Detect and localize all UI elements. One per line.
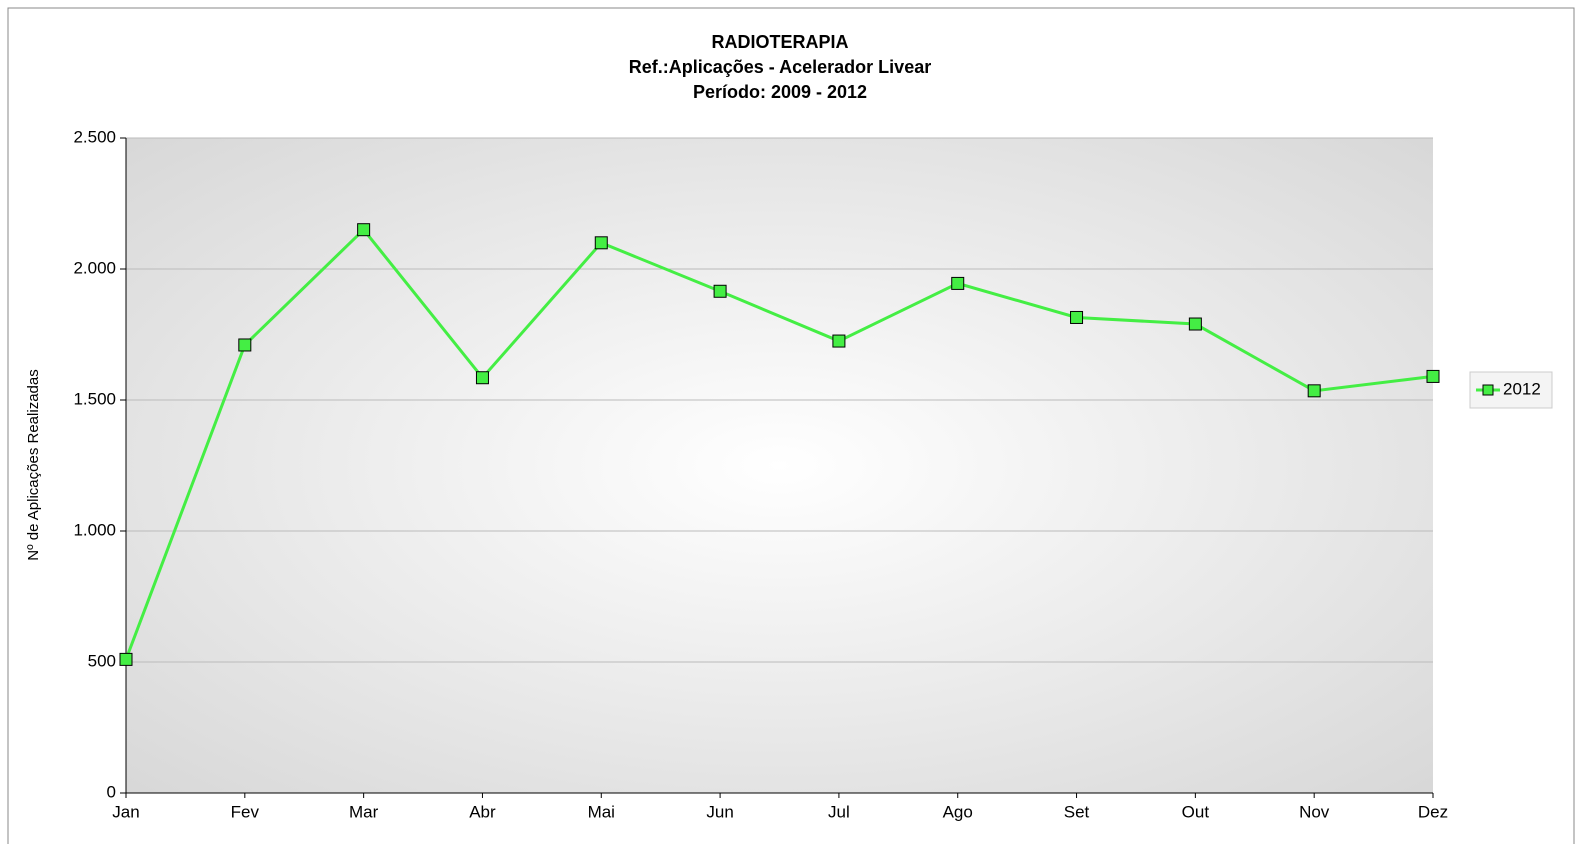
data-point bbox=[832, 334, 846, 348]
y-axis-label: Nº de Aplicações Realizadas bbox=[25, 369, 42, 560]
data-point bbox=[475, 371, 489, 385]
legend-marker bbox=[1482, 384, 1494, 396]
data-point bbox=[1070, 310, 1084, 324]
data-point bbox=[594, 236, 608, 250]
x-tick-label: Ago bbox=[943, 802, 973, 821]
y-tick-label: 2.000 bbox=[73, 258, 116, 277]
x-tick-label: Jun bbox=[706, 802, 733, 821]
chart-subtitle: Período: 2009 - 2012 bbox=[693, 82, 867, 102]
series-line bbox=[124, 227, 1434, 660]
y-tick-label: 1.500 bbox=[73, 389, 116, 408]
x-tick-label: Set bbox=[1064, 802, 1090, 821]
x-tick-label: Mar bbox=[349, 802, 379, 821]
data-point bbox=[238, 338, 252, 352]
y-tick-label: 1.000 bbox=[73, 520, 116, 539]
x-tick-label: Fev bbox=[231, 802, 260, 821]
data-point bbox=[951, 276, 965, 290]
x-tick-label: Mai bbox=[588, 802, 615, 821]
data-point bbox=[1307, 384, 1321, 398]
chart-title: RADIOTERAPIA bbox=[711, 32, 848, 52]
y-tick-label: 500 bbox=[88, 651, 116, 670]
chart-subtitle: Ref.:Aplicações - Acelerador Livear bbox=[629, 57, 931, 77]
x-tick-label: Nov bbox=[1299, 802, 1330, 821]
plot-area bbox=[126, 138, 1433, 793]
legend-label: 2012 bbox=[1503, 379, 1541, 398]
y-tick-label: 2.500 bbox=[73, 127, 116, 146]
y-tick-label: 0 bbox=[107, 782, 116, 801]
data-point bbox=[357, 223, 371, 237]
x-tick-label: Jan bbox=[112, 802, 139, 821]
data-point bbox=[1426, 369, 1440, 383]
data-point bbox=[713, 284, 727, 298]
x-tick-label: Abr bbox=[469, 802, 496, 821]
data-point bbox=[1188, 317, 1202, 331]
data-point bbox=[119, 652, 133, 666]
x-tick-label: Jul bbox=[828, 802, 850, 821]
x-tick-label: Out bbox=[1182, 802, 1210, 821]
x-tick-label: Dez bbox=[1418, 802, 1448, 821]
